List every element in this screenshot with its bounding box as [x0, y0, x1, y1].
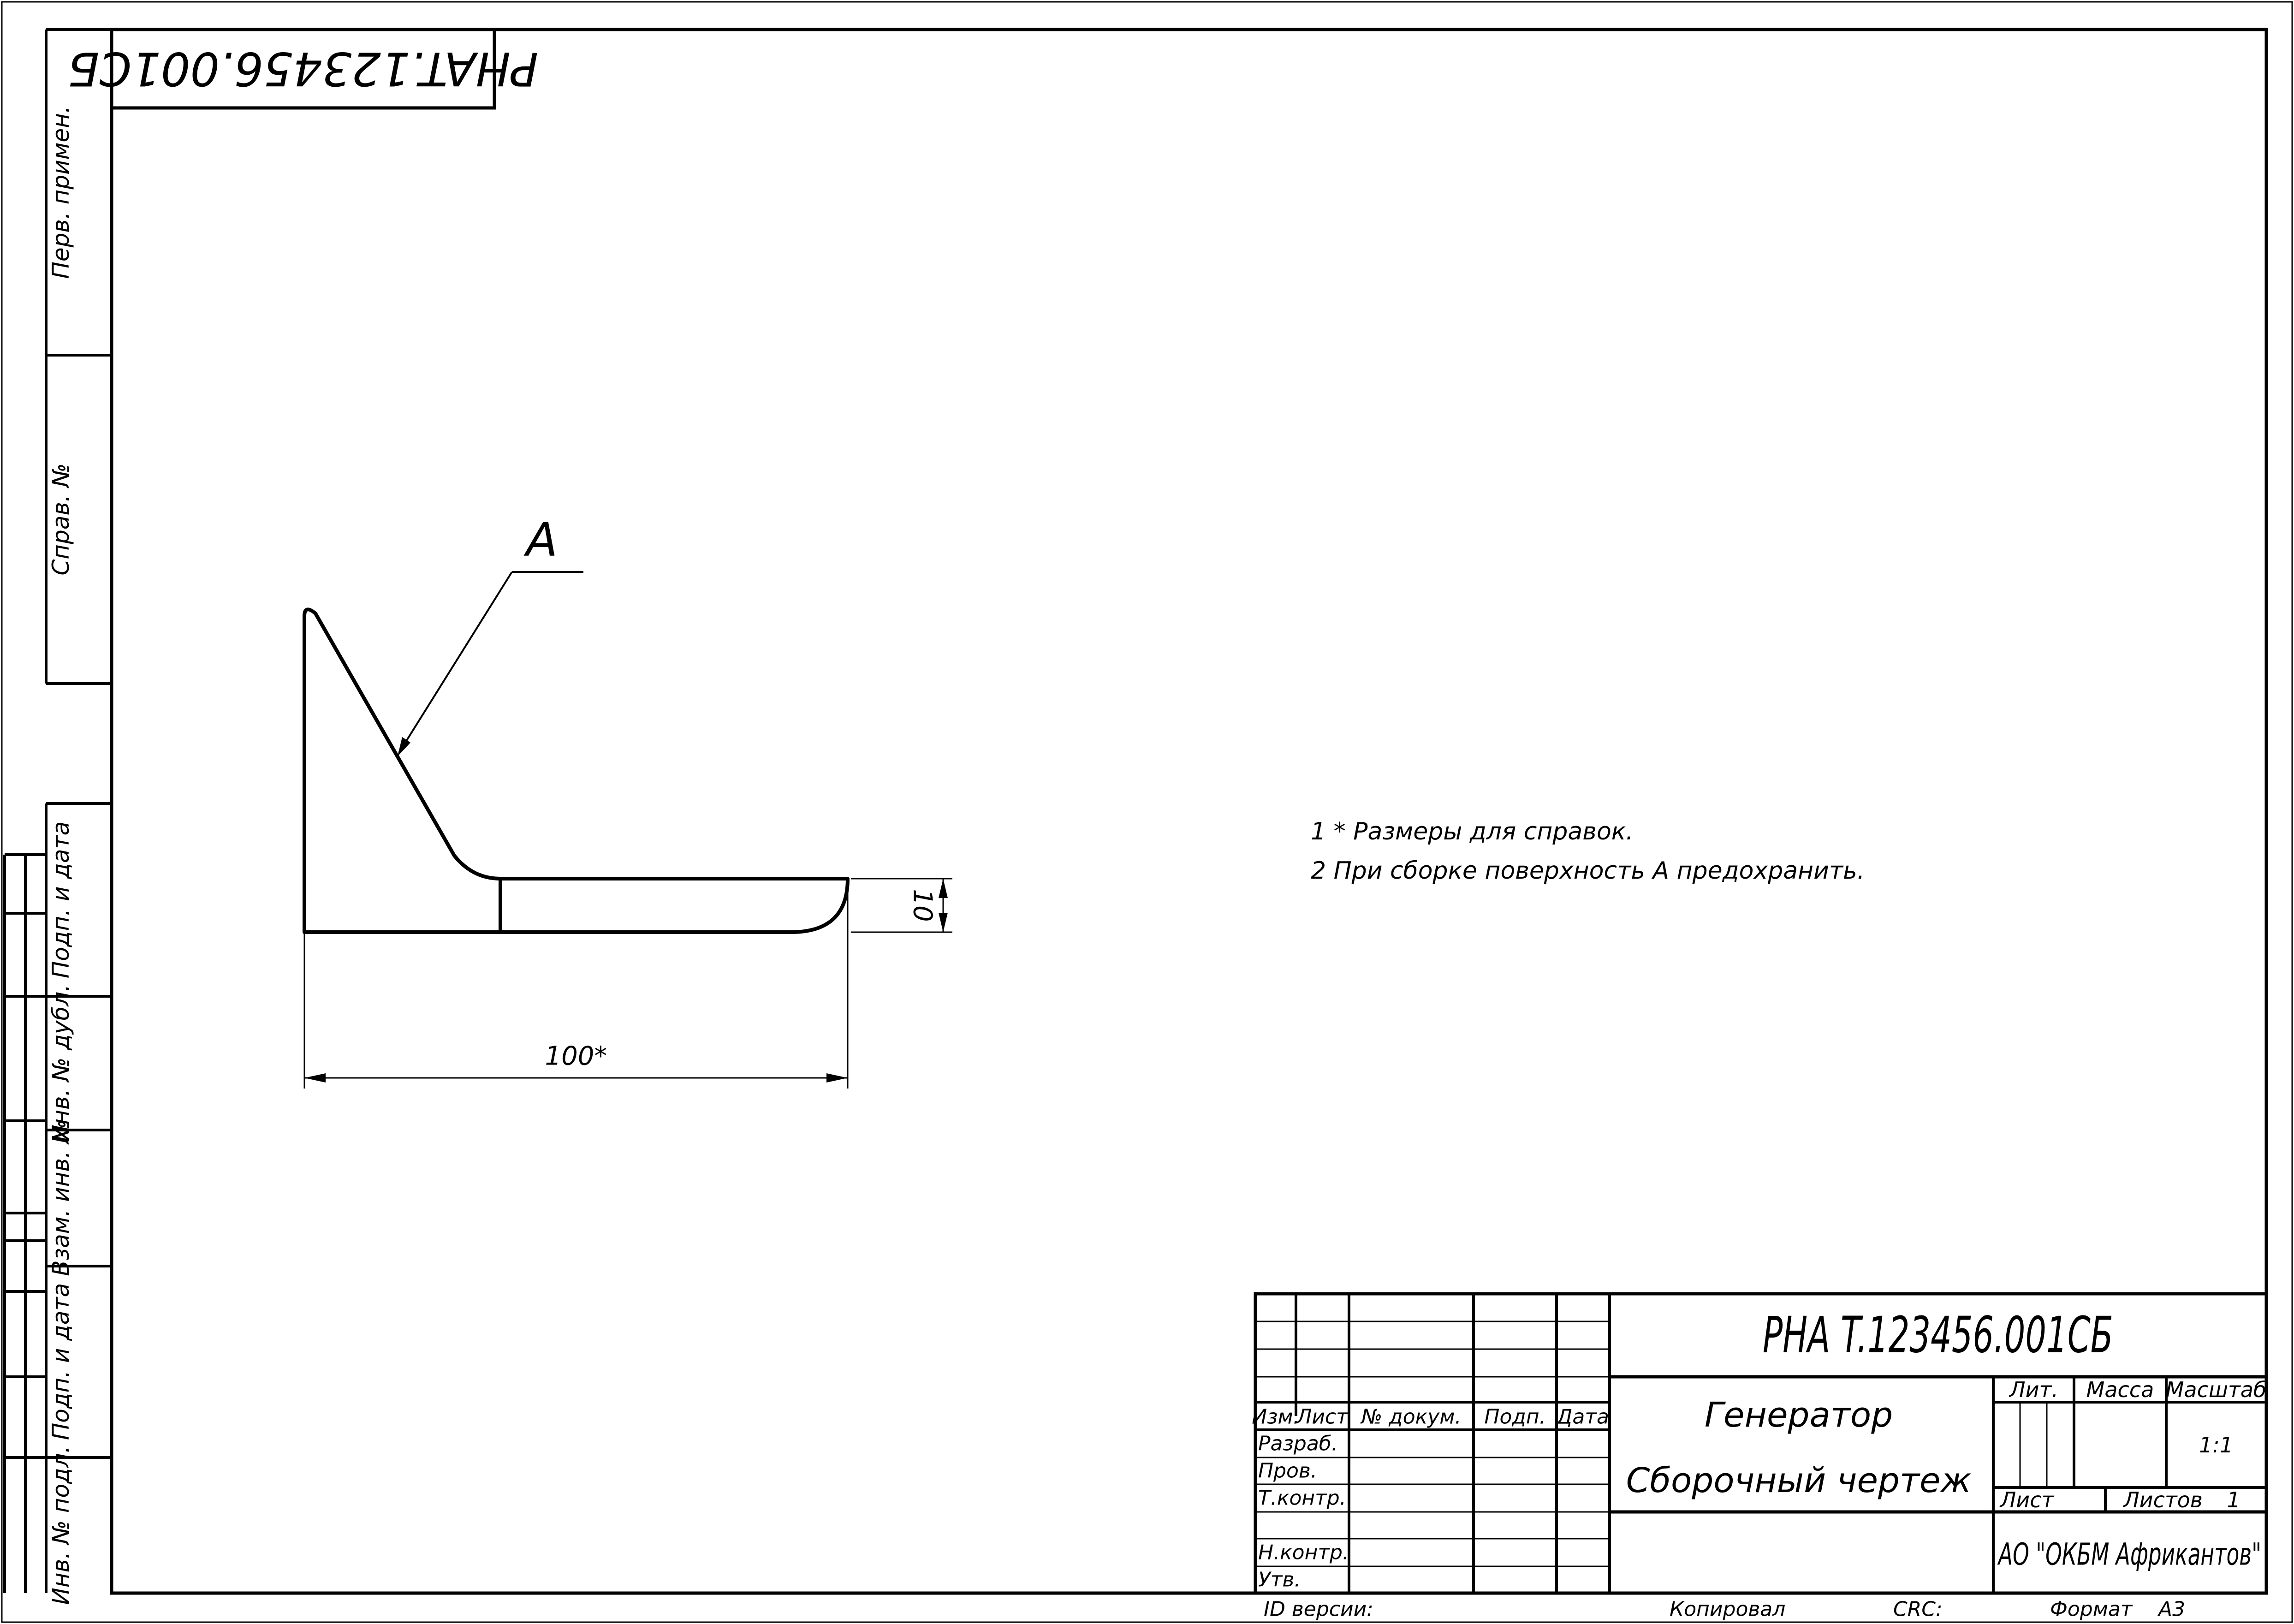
col-header-sign: Подп.	[1484, 1405, 1545, 1429]
part-outline	[303, 607, 850, 934]
mass-label: Масса	[2086, 1377, 2154, 1402]
role-approved: Утв.	[1258, 1568, 1301, 1592]
note-1: 1 * Размеры для справок.	[1311, 818, 1634, 845]
note-2: 2 При сборке поверхность А предохранить.	[1311, 857, 1865, 885]
code-stamp-text: PHAT.123456.001СБ	[68, 42, 538, 96]
length-dim-text: 100*	[545, 1041, 607, 1071]
inner-frame	[110, 28, 2268, 1595]
code-stamp: PHAT.123456.001СБ	[68, 30, 538, 110]
col-header-sheet: Лист	[1296, 1405, 1349, 1429]
scale-label: Масштаб	[2166, 1377, 2267, 1402]
original-inv-no-label: Инв. № подл.	[48, 1446, 74, 1605]
left-strip-lower	[3, 802, 112, 1593]
left-strip-upper	[45, 28, 112, 685]
col-header-docno: № докум.	[1360, 1405, 1462, 1429]
thickness-arrow-top	[939, 879, 948, 898]
version-id-label: ID версии:	[1264, 1598, 1373, 1621]
role-developer: Разраб.	[1258, 1432, 1338, 1456]
title-block	[1254, 1292, 2268, 1595]
role-tech-control: Т.контр.	[1258, 1487, 1346, 1510]
sign-date-upper-label: Подп. и дата	[48, 821, 74, 979]
surface-leader	[398, 571, 583, 754]
organization: АО "ОКБМ Африкантов"	[1997, 1537, 2261, 1572]
sheet-label: Лист	[1999, 1487, 2055, 1512]
thickness-arrow-bottom	[939, 913, 948, 932]
first-use-label: Перв. примен.	[48, 106, 74, 279]
bracket-part	[303, 607, 850, 934]
crc-label: CRC:	[1893, 1598, 1943, 1621]
dup-inv-no-label: Инв. № дубл.	[48, 984, 74, 1142]
length-arrow-right	[826, 1073, 848, 1083]
surface-leader-arrow	[398, 737, 410, 756]
doc-code: PHA T.123456.001СБ	[1763, 1307, 2113, 1364]
format-value: А3	[2157, 1598, 2185, 1621]
role-norm-control: Н.контр.	[1258, 1541, 1349, 1565]
format-label: Формат	[2050, 1598, 2133, 1621]
copied-label: Копировал	[1670, 1598, 1785, 1621]
reference-no-label: Справ. №	[48, 463, 74, 575]
sheets-label: Листов	[2122, 1487, 2203, 1512]
surface-label: А	[523, 513, 558, 567]
thickness-dim-text: 10	[908, 889, 938, 922]
replace-inv-no-label: Взам. инв. №	[48, 1119, 74, 1276]
lit-label: Лит.	[2009, 1377, 2058, 1402]
doc-title-line1: Генератор	[1705, 1395, 1893, 1435]
length-dimension	[303, 879, 849, 1089]
scale-value: 1:1	[2199, 1433, 2233, 1457]
col-header-date: Дата	[1556, 1405, 1609, 1429]
sheets-value: 1	[2227, 1487, 2240, 1512]
col-header-change: Изм.	[1252, 1405, 1300, 1429]
role-checker: Пров.	[1258, 1459, 1317, 1483]
sign-date-lower-label: Подп. и дата	[48, 1283, 74, 1440]
length-arrow-left	[304, 1073, 326, 1083]
doc-title-line2: Сборочный чертеж	[1626, 1461, 1972, 1500]
